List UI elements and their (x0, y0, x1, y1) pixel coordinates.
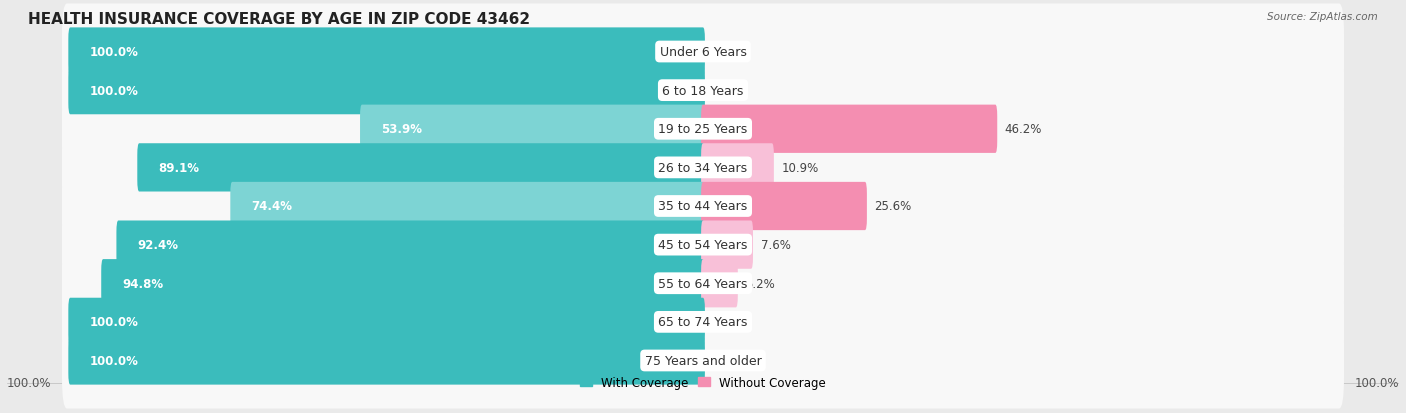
Text: 0.0%: 0.0% (713, 84, 742, 97)
FancyBboxPatch shape (702, 259, 738, 308)
FancyBboxPatch shape (702, 105, 997, 154)
FancyBboxPatch shape (69, 28, 704, 76)
Text: 89.1%: 89.1% (159, 161, 200, 174)
FancyBboxPatch shape (702, 221, 754, 269)
FancyBboxPatch shape (138, 144, 704, 192)
Text: 45 to 54 Years: 45 to 54 Years (658, 239, 748, 252)
Text: Under 6 Years: Under 6 Years (659, 46, 747, 59)
Text: 26 to 34 Years: 26 to 34 Years (658, 161, 748, 174)
FancyBboxPatch shape (702, 144, 773, 192)
Text: 35 to 44 Years: 35 to 44 Years (658, 200, 748, 213)
Text: 0.0%: 0.0% (713, 46, 742, 59)
Text: 100.0%: 100.0% (89, 354, 138, 367)
Text: 74.4%: 74.4% (252, 200, 292, 213)
Text: 55 to 64 Years: 55 to 64 Years (658, 277, 748, 290)
Text: 100.0%: 100.0% (7, 376, 52, 389)
Text: 46.2%: 46.2% (1005, 123, 1042, 136)
Text: 7.6%: 7.6% (761, 239, 790, 252)
Text: 10.9%: 10.9% (782, 161, 818, 174)
FancyBboxPatch shape (69, 298, 704, 346)
Text: 53.9%: 53.9% (381, 123, 422, 136)
FancyBboxPatch shape (62, 5, 1344, 100)
FancyBboxPatch shape (62, 81, 1344, 178)
Text: 75 Years and older: 75 Years and older (644, 354, 762, 367)
Text: 100.0%: 100.0% (89, 316, 138, 329)
Text: 92.4%: 92.4% (138, 239, 179, 252)
Text: 65 to 74 Years: 65 to 74 Years (658, 316, 748, 329)
FancyBboxPatch shape (101, 259, 704, 308)
FancyBboxPatch shape (62, 274, 1344, 370)
Text: 5.2%: 5.2% (745, 277, 775, 290)
FancyBboxPatch shape (702, 183, 868, 230)
Text: 19 to 25 Years: 19 to 25 Years (658, 123, 748, 136)
Text: 94.8%: 94.8% (122, 277, 163, 290)
Legend: With Coverage, Without Coverage: With Coverage, Without Coverage (578, 373, 828, 391)
FancyBboxPatch shape (62, 313, 1344, 408)
FancyBboxPatch shape (360, 105, 704, 154)
FancyBboxPatch shape (62, 120, 1344, 216)
FancyBboxPatch shape (62, 235, 1344, 332)
Text: 100.0%: 100.0% (89, 84, 138, 97)
FancyBboxPatch shape (69, 67, 704, 115)
Text: 6 to 18 Years: 6 to 18 Years (662, 84, 744, 97)
FancyBboxPatch shape (62, 159, 1344, 254)
Text: 0.0%: 0.0% (713, 354, 742, 367)
FancyBboxPatch shape (62, 43, 1344, 139)
FancyBboxPatch shape (69, 337, 704, 385)
Text: 100.0%: 100.0% (89, 46, 138, 59)
Text: Source: ZipAtlas.com: Source: ZipAtlas.com (1267, 12, 1378, 22)
FancyBboxPatch shape (62, 197, 1344, 293)
Text: 100.0%: 100.0% (1354, 376, 1399, 389)
Text: 25.6%: 25.6% (875, 200, 911, 213)
FancyBboxPatch shape (231, 183, 704, 230)
FancyBboxPatch shape (117, 221, 704, 269)
Text: 0.0%: 0.0% (713, 316, 742, 329)
Text: HEALTH INSURANCE COVERAGE BY AGE IN ZIP CODE 43462: HEALTH INSURANCE COVERAGE BY AGE IN ZIP … (28, 12, 530, 27)
